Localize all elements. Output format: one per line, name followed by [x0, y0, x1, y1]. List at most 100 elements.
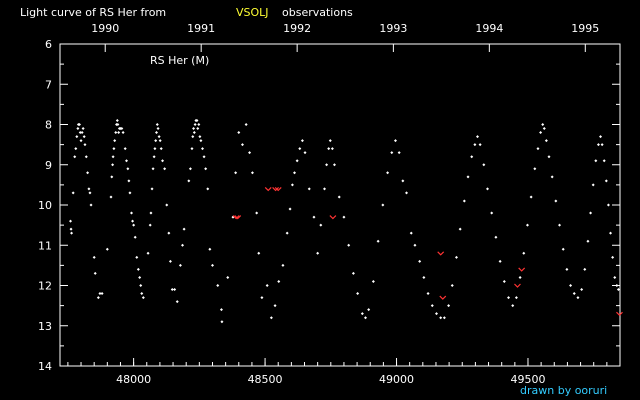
observation-point [257, 251, 261, 255]
observation-point [303, 151, 307, 155]
observation-point [202, 155, 206, 159]
observation-point [376, 239, 380, 243]
observation-point [161, 159, 165, 163]
observation-point [111, 163, 115, 167]
observation-point [476, 135, 480, 139]
observation-point [298, 147, 302, 151]
observation-point [138, 275, 142, 279]
observation-point [541, 123, 545, 126]
observation-point [200, 147, 204, 151]
axes-layer: 48000 48500 49000 49500 1990 1991 1992 1993 1994… [38, 22, 621, 386]
chart-title-part-1: Light curve of RS Her from [20, 6, 166, 19]
observation-point [273, 304, 277, 308]
observation-point [594, 159, 598, 163]
observation-point [156, 127, 160, 131]
year-tick-label: 1995 [571, 22, 599, 35]
observation-point [609, 231, 613, 235]
observation-point [316, 251, 320, 255]
observation-point [151, 167, 155, 171]
y-tick-label: 13 [38, 320, 52, 333]
observation-point [195, 118, 199, 122]
observation-point [237, 131, 241, 135]
observation-point [439, 316, 443, 320]
observation-point [347, 243, 351, 247]
observation-point [152, 155, 156, 159]
observation-point [125, 159, 129, 163]
observation-point [250, 171, 254, 175]
observation-point [216, 284, 220, 287]
y-tick-label: 12 [38, 280, 52, 293]
observation-point [133, 235, 137, 239]
observation-point [450, 284, 454, 287]
observation-point [422, 275, 426, 279]
observation-point [130, 211, 134, 215]
observation-point [136, 267, 140, 271]
observation-point [364, 316, 368, 320]
observation-point [197, 123, 201, 126]
observation-point [454, 255, 458, 259]
observation-point [153, 147, 157, 151]
observation-point [76, 127, 80, 131]
observation-point [327, 147, 331, 151]
observation-point [210, 263, 214, 267]
x-tick-label: 48500 [248, 373, 283, 386]
observation-point [442, 316, 446, 320]
observation-point [606, 203, 610, 207]
observation-point [165, 203, 169, 207]
observation-point [337, 195, 341, 199]
observation-point [240, 143, 244, 147]
observation-point [89, 203, 93, 207]
observation-point [159, 147, 163, 151]
observation-point [325, 163, 329, 167]
observation-point [307, 187, 311, 191]
observation-point [615, 284, 619, 287]
observation-point [150, 187, 154, 191]
observation-point [93, 271, 97, 275]
observation-point [473, 143, 477, 147]
observation-point [98, 292, 102, 296]
observation-point [525, 223, 529, 227]
observation-point [561, 247, 565, 251]
observation-point [288, 207, 292, 211]
observation-point [290, 183, 294, 187]
observation-point [83, 143, 87, 147]
observation-point [586, 239, 590, 243]
observation-point [583, 267, 587, 271]
observation-point [168, 259, 172, 263]
observation-point [113, 139, 117, 143]
observation-point [390, 151, 394, 155]
observation-point [111, 155, 115, 159]
observation-point [300, 139, 304, 143]
observation-point [110, 175, 114, 179]
observation-point [140, 292, 144, 296]
observation-point [109, 195, 113, 199]
fainter-than-point [329, 215, 337, 220]
observation-point [154, 139, 158, 143]
observation-point [547, 155, 551, 159]
fainter-than-point [518, 267, 526, 272]
observation-point [128, 191, 132, 195]
observation-point [234, 171, 238, 175]
observation-point [260, 296, 264, 300]
observation-point [293, 171, 297, 175]
observation-point [330, 147, 334, 151]
observation-point [599, 135, 603, 139]
observation-point [155, 123, 159, 126]
observation-point [589, 211, 593, 215]
observation-point [458, 227, 462, 231]
observation-point [181, 243, 185, 247]
observation-point [285, 231, 289, 235]
observation-point [157, 135, 161, 139]
observation-point [220, 320, 224, 324]
observation-point [248, 151, 252, 155]
x-tick-label: 49000 [379, 373, 414, 386]
observation-point [529, 195, 533, 199]
observation-point [77, 123, 81, 126]
observation-point [371, 279, 375, 283]
observation-point [121, 131, 125, 135]
observation-point [580, 288, 584, 292]
observation-point [569, 284, 573, 287]
observation-point [71, 191, 75, 195]
observation-point [518, 275, 522, 279]
chart-title-accent: VSOLJ [236, 6, 269, 19]
